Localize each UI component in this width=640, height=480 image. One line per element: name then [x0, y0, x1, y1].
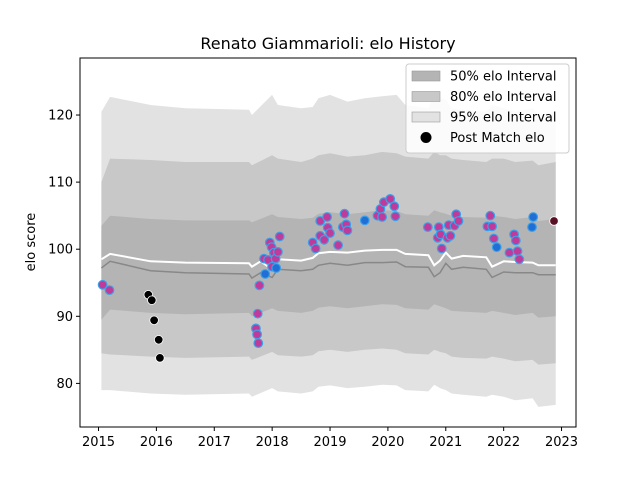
- data-point: [153, 335, 164, 345]
- legend-box: [405, 63, 570, 154]
- y-tick-label: 80: [56, 377, 73, 392]
- x-tick-label: 2018: [256, 435, 289, 450]
- data-point: [319, 234, 330, 245]
- data-point: [333, 240, 344, 251]
- data-point: [147, 295, 157, 305]
- x-tick-label: 2015: [82, 435, 115, 450]
- data-point: [253, 338, 264, 349]
- data-point: [390, 211, 401, 222]
- data-point: [527, 222, 537, 233]
- legend-label: 50% elo Interval: [450, 70, 557, 85]
- legend-label: Post Match elo: [450, 131, 545, 146]
- data-point: [254, 280, 265, 291]
- data-point: [510, 235, 521, 246]
- axes-frame: [79, 57, 577, 428]
- data-point: [104, 285, 115, 296]
- data-point: [488, 233, 499, 244]
- legend: 50% elo Interval 80% elo Interval 95% elo …: [405, 63, 570, 154]
- data-point: [325, 228, 335, 239]
- data-point: [155, 353, 165, 363]
- data-point: [273, 246, 283, 257]
- series-last: [549, 216, 559, 226]
- chart-title: Renato Giammarioli: elo History: [200, 34, 455, 53]
- data-point: [149, 315, 159, 326]
- data-point: [385, 193, 396, 204]
- data-point: [487, 221, 498, 232]
- legend-swatch: [411, 111, 441, 123]
- series-blue: [260, 212, 539, 279]
- data-point: [339, 208, 350, 219]
- x-tick-label: 2023: [545, 435, 578, 450]
- x-axis: 2015 2016 2017 2018 2019 2020 2021 2022 2023: [82, 427, 578, 450]
- legend-marker: [420, 132, 432, 143]
- plot-area: [97, 94, 559, 407]
- x-tick-label: 2019: [313, 435, 346, 450]
- data-point: [274, 231, 285, 242]
- legend-label: 80% elo Interval: [450, 90, 557, 105]
- x-tick-label: 2017: [198, 435, 231, 450]
- data-point: [514, 254, 525, 265]
- series-black: [143, 290, 165, 363]
- data-point: [453, 216, 464, 226]
- y-axis-label: elo score: [24, 213, 39, 272]
- y-tick-label: 100: [48, 243, 73, 258]
- y-tick-label: 120: [48, 109, 73, 124]
- data-point: [310, 243, 321, 254]
- data-point: [491, 242, 502, 253]
- legend-swatch: [411, 70, 441, 82]
- data-point: [97, 279, 108, 290]
- median-line: [100, 260, 556, 280]
- series-pink: [97, 193, 525, 349]
- legend-swatch: [411, 91, 441, 102]
- data-point: [359, 215, 370, 226]
- data-point: [422, 222, 433, 233]
- data-point: [377, 212, 388, 222]
- data-point: [322, 212, 333, 222]
- y-axis: 80 90 100 110 120: [48, 109, 80, 392]
- data-point: [389, 201, 400, 212]
- data-point: [342, 225, 353, 236]
- data-point: [504, 247, 515, 258]
- data-point: [528, 212, 539, 222]
- x-tick-label: 2016: [140, 435, 173, 450]
- data-point: [445, 230, 456, 241]
- data-point: [512, 246, 523, 257]
- y-tick-label: 90: [56, 310, 73, 325]
- data-point: [436, 243, 447, 254]
- data-point: [271, 263, 282, 273]
- x-tick-label: 2020: [371, 435, 404, 450]
- data-point: [260, 269, 271, 279]
- y-tick-label: 110: [48, 176, 73, 191]
- data-point: [549, 216, 559, 226]
- data-point: [485, 210, 496, 221]
- mean-line: [100, 248, 556, 271]
- data-point: [252, 329, 263, 340]
- x-tick-label: 2021: [429, 435, 462, 450]
- legend-label: 95% elo Interval: [450, 111, 557, 126]
- x-tick-label: 2022: [487, 435, 520, 450]
- data-point: [252, 308, 263, 319]
